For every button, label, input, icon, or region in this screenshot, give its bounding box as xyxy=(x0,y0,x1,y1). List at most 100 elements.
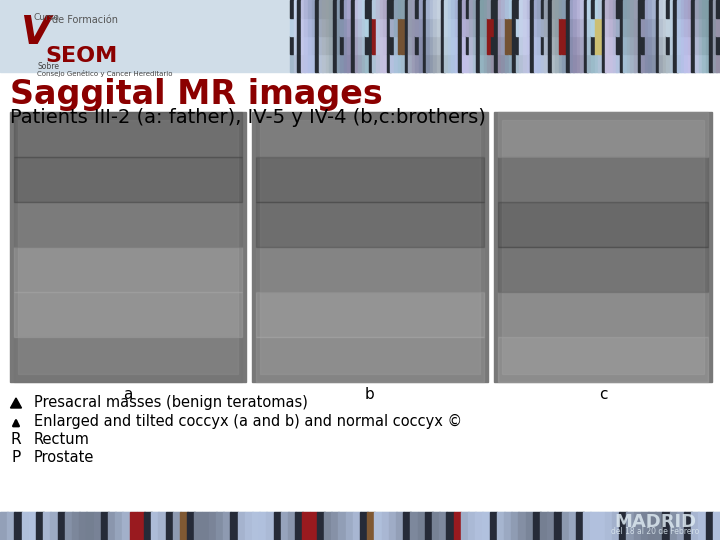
Bar xyxy=(433,36,438,54)
Bar xyxy=(613,36,616,54)
Bar xyxy=(459,17,462,36)
Bar xyxy=(677,17,681,36)
Text: R: R xyxy=(11,431,22,447)
Bar xyxy=(530,36,534,54)
Bar xyxy=(613,53,616,72)
Bar xyxy=(512,0,516,18)
Bar xyxy=(387,0,391,18)
Bar xyxy=(494,17,498,36)
Bar xyxy=(294,0,297,18)
Bar xyxy=(43,512,51,540)
Bar xyxy=(101,512,109,540)
Bar xyxy=(484,53,487,72)
Bar xyxy=(591,0,595,18)
Bar xyxy=(706,17,710,36)
Bar xyxy=(702,17,706,36)
Bar xyxy=(606,0,609,18)
Bar xyxy=(343,17,348,36)
Bar xyxy=(480,36,484,54)
Bar xyxy=(448,53,451,72)
Bar xyxy=(695,0,699,18)
Text: c: c xyxy=(599,387,607,402)
Bar xyxy=(677,36,681,54)
Bar xyxy=(631,0,634,18)
Bar xyxy=(644,36,649,54)
Bar xyxy=(477,53,480,72)
Bar xyxy=(641,512,649,540)
Bar xyxy=(487,53,491,72)
Bar xyxy=(331,512,339,540)
Bar xyxy=(516,17,520,36)
Bar xyxy=(552,36,556,54)
Bar xyxy=(365,53,369,72)
Bar xyxy=(451,53,455,72)
Bar xyxy=(312,0,315,18)
Bar xyxy=(354,17,359,36)
Bar xyxy=(351,17,355,36)
Bar xyxy=(315,53,319,72)
Bar xyxy=(684,36,688,54)
Bar xyxy=(430,17,434,36)
Text: Rectum: Rectum xyxy=(34,431,90,447)
Bar xyxy=(666,53,670,72)
Bar xyxy=(351,0,355,18)
Bar xyxy=(444,17,448,36)
Bar xyxy=(36,512,44,540)
Bar xyxy=(230,512,238,540)
Bar xyxy=(709,0,714,18)
Bar xyxy=(512,36,516,54)
Bar xyxy=(372,53,377,72)
Bar xyxy=(616,17,620,36)
Bar xyxy=(336,0,341,18)
Bar xyxy=(505,36,509,54)
Bar xyxy=(487,0,491,18)
Bar xyxy=(369,17,373,36)
Bar xyxy=(713,0,717,18)
Bar xyxy=(684,0,688,18)
Bar xyxy=(294,17,297,36)
Bar xyxy=(713,17,717,36)
Bar xyxy=(688,17,692,36)
Bar xyxy=(631,36,634,54)
Bar xyxy=(584,36,588,54)
Bar xyxy=(716,0,720,18)
Bar xyxy=(627,17,631,36)
Bar xyxy=(655,17,660,36)
Bar xyxy=(462,0,466,18)
Bar xyxy=(462,36,466,54)
Bar xyxy=(324,512,332,540)
Bar xyxy=(526,36,531,54)
Bar xyxy=(358,17,362,36)
Bar xyxy=(605,512,613,540)
Bar xyxy=(616,36,620,54)
Bar xyxy=(29,512,37,540)
Bar xyxy=(441,0,444,18)
Bar xyxy=(562,36,567,54)
Bar xyxy=(433,0,438,18)
Bar xyxy=(216,512,224,540)
Bar xyxy=(588,53,592,72)
Bar xyxy=(326,53,330,72)
Bar xyxy=(372,36,377,54)
Bar xyxy=(14,337,242,382)
Bar xyxy=(494,112,712,382)
Bar xyxy=(415,0,420,18)
Bar xyxy=(709,53,714,72)
Bar xyxy=(14,247,242,292)
Bar xyxy=(648,53,652,72)
Bar xyxy=(323,17,326,36)
Bar xyxy=(494,53,498,72)
Bar xyxy=(412,0,416,18)
Bar xyxy=(347,53,351,72)
Bar xyxy=(519,0,523,18)
Bar xyxy=(684,53,688,72)
Bar xyxy=(130,512,138,540)
Bar xyxy=(297,0,301,18)
Bar xyxy=(455,17,459,36)
Bar xyxy=(484,36,487,54)
Bar xyxy=(455,53,459,72)
Bar xyxy=(569,512,577,540)
Bar xyxy=(616,0,620,18)
Bar xyxy=(367,512,375,540)
Bar xyxy=(330,36,333,54)
